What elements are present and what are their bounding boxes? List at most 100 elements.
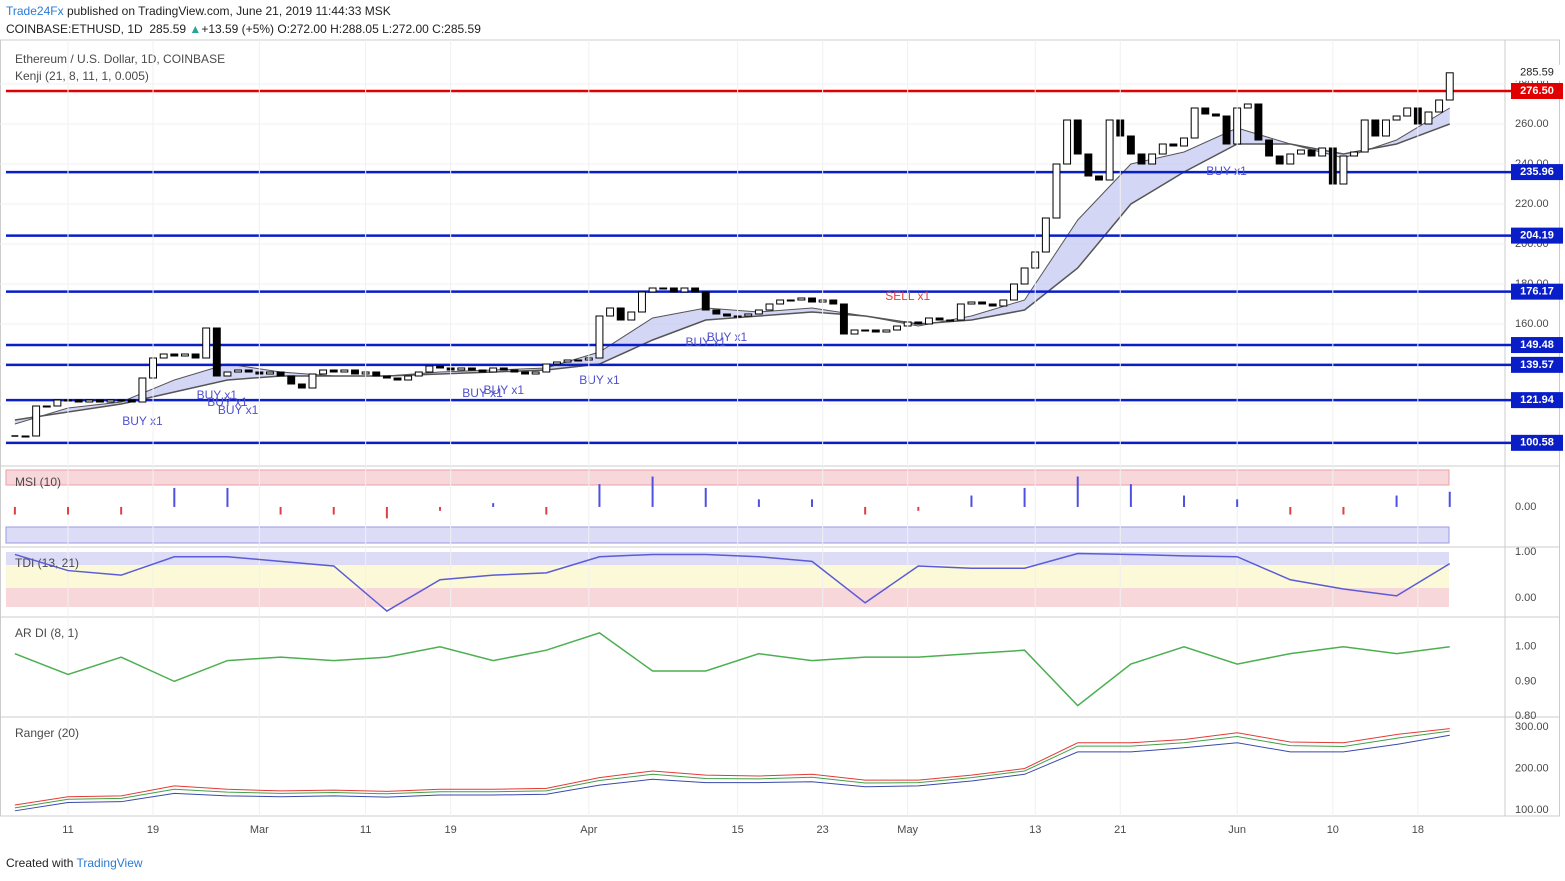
candle: [861, 329, 870, 332]
signal-label: BUY x1: [462, 386, 503, 400]
pane-title: MSI (10): [15, 475, 61, 489]
pane: 120.00140.00160.00180.00200.00220.00240.…: [0, 52, 1563, 451]
signal-label: BUY x1: [1206, 164, 1247, 178]
pane-subtitle: Kenji (21, 8, 11, 1, 0.005): [15, 69, 149, 83]
candle: [1052, 163, 1061, 219]
x-tick-label: 23: [817, 824, 829, 836]
level-label: 204.19: [1520, 230, 1554, 242]
ranger-line: [14, 734, 1450, 812]
candle: [457, 367, 466, 371]
candle: [340, 369, 349, 373]
candle: [234, 369, 243, 373]
kenji-fast: [14, 107, 1450, 425]
candle: [1158, 143, 1167, 155]
pane-title: AR DI (8, 1): [15, 626, 78, 640]
candle: [276, 371, 285, 377]
msi-bar: [173, 487, 176, 507]
candle: [808, 297, 816, 303]
candle: [266, 371, 274, 375]
msi-bar: [917, 506, 920, 511]
msi-bar: [1342, 506, 1345, 515]
tdi-band: [6, 588, 1449, 607]
candle: [882, 329, 891, 333]
signal-label: BUY x1: [686, 335, 727, 349]
candle: [1350, 151, 1359, 157]
candle: [988, 303, 997, 307]
signal-label: BUY x1: [579, 373, 620, 387]
candle: [297, 383, 306, 389]
x-tick-label: 19: [445, 824, 457, 836]
pane-title: Ethereum / U.S. Dollar, 1D, COINBASE: [15, 52, 225, 66]
candle: [106, 399, 115, 403]
candle: [212, 327, 221, 377]
candle: [978, 301, 987, 305]
level-label: 176.17: [1520, 286, 1554, 298]
candle: [786, 299, 795, 302]
ranger-line: [14, 728, 1450, 806]
level-box: [1511, 337, 1563, 354]
y-tick-label: 1.00: [1515, 641, 1536, 653]
msi-bar: [226, 487, 229, 507]
y-tick-label: 160.00: [1515, 318, 1549, 330]
candle: [1243, 103, 1252, 109]
candle: [1180, 137, 1188, 147]
candle: [202, 327, 211, 359]
candle: [595, 315, 604, 359]
candle: [21, 435, 30, 438]
msi-bar: [1183, 495, 1186, 507]
x-tick-label: 11: [360, 824, 371, 836]
candle: [138, 377, 147, 403]
published: published on TradingView.com, June 21, 2…: [66, 4, 391, 18]
candle: [839, 303, 848, 335]
candle: [1286, 153, 1295, 165]
candle: [829, 299, 838, 305]
signal-label: BUY x1: [197, 388, 238, 402]
candle: [924, 317, 933, 325]
y-tick-label: 100.00: [1515, 804, 1549, 816]
candle: [1222, 115, 1231, 145]
candle: [871, 329, 880, 333]
msi-bar: [545, 506, 548, 515]
candle: [723, 313, 731, 317]
candle: [1360, 119, 1369, 153]
y-tick-label: 260.00: [1515, 118, 1549, 130]
y-tick-label: 0.00: [1515, 592, 1536, 604]
msi-bar: [439, 506, 442, 511]
level-box: [1511, 164, 1563, 181]
level-label: 235.96: [1520, 166, 1554, 178]
candle: [308, 373, 317, 389]
candle: [850, 329, 859, 335]
signal-label: BUY x1: [218, 403, 259, 417]
candle: [223, 371, 232, 377]
y-tick-label: 0.80: [1515, 710, 1536, 722]
candle: [1020, 267, 1029, 285]
level-label: 139.57: [1520, 359, 1554, 371]
level-box: [1511, 83, 1563, 99]
signal-label: BUY x1: [207, 395, 248, 409]
x-tick-label: 21: [1114, 824, 1126, 836]
msi-bar: [67, 506, 70, 515]
level-box: [1511, 356, 1563, 373]
level-label: 121.94: [1520, 394, 1555, 406]
candle: [85, 399, 94, 403]
x-tick-label: Mar: [250, 824, 269, 836]
candle: [32, 405, 41, 437]
ohlc: O:272.00 H:288.05 L:272.00 C:285.59: [277, 22, 481, 36]
candle: [436, 365, 444, 369]
last-price-label: 285.59: [1520, 67, 1554, 79]
candle: [478, 369, 487, 373]
candle: [521, 371, 530, 375]
x-tick-label: 13: [1029, 824, 1041, 836]
y-tick-label: 1.00: [1515, 546, 1536, 558]
level-box: [1511, 227, 1563, 244]
candle: [765, 303, 774, 311]
tradingview[interactable]: TradingView: [76, 856, 143, 870]
candle: [414, 371, 423, 377]
signal-label: BUY x1: [122, 414, 163, 428]
candle: [1169, 143, 1178, 147]
candle: [1435, 99, 1444, 113]
x-tick-label: Jun: [1228, 824, 1246, 836]
brand[interactable]: Trade24Fx: [6, 4, 64, 18]
candle: [95, 399, 104, 403]
